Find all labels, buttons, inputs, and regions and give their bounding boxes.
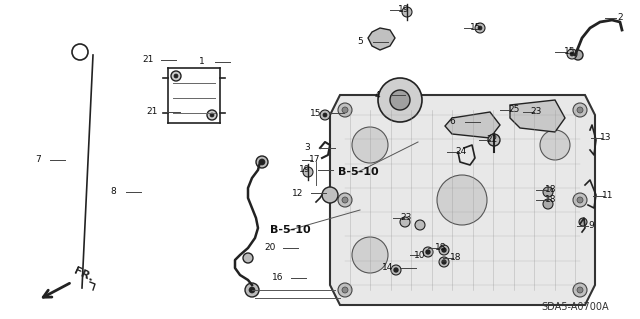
Circle shape [437, 175, 487, 225]
Text: FR.: FR. [72, 266, 95, 284]
Circle shape [352, 237, 388, 273]
Circle shape [400, 217, 410, 227]
Text: 21: 21 [147, 108, 157, 116]
Text: 17: 17 [309, 155, 321, 165]
Circle shape [394, 268, 398, 272]
Circle shape [323, 113, 327, 117]
Circle shape [338, 103, 352, 117]
Circle shape [573, 103, 587, 117]
Circle shape [540, 130, 570, 160]
Circle shape [423, 247, 433, 257]
Text: 23: 23 [400, 213, 412, 222]
Circle shape [256, 156, 268, 168]
Text: 18: 18 [451, 254, 461, 263]
Text: 18: 18 [545, 186, 557, 195]
Text: 12: 12 [292, 189, 304, 197]
Circle shape [543, 199, 553, 209]
Text: 13: 13 [600, 133, 612, 143]
Circle shape [249, 287, 255, 293]
Polygon shape [510, 100, 565, 132]
Text: 15: 15 [310, 108, 322, 117]
Text: 5: 5 [357, 38, 363, 47]
Circle shape [426, 250, 430, 254]
Circle shape [303, 167, 313, 177]
Circle shape [342, 197, 348, 203]
Circle shape [442, 248, 446, 252]
Text: 7: 7 [35, 155, 41, 165]
Circle shape [570, 52, 574, 56]
Circle shape [439, 257, 449, 267]
Text: 18: 18 [545, 196, 557, 204]
Circle shape [342, 287, 348, 293]
Text: 20: 20 [264, 243, 276, 253]
Polygon shape [445, 112, 500, 138]
Circle shape [259, 159, 265, 165]
Polygon shape [330, 95, 595, 305]
Circle shape [322, 187, 338, 203]
Circle shape [577, 197, 583, 203]
Circle shape [243, 253, 253, 263]
Text: 25: 25 [508, 106, 520, 115]
Text: 18: 18 [435, 243, 447, 253]
Circle shape [338, 193, 352, 207]
Circle shape [577, 107, 583, 113]
Circle shape [342, 107, 348, 113]
Circle shape [573, 193, 587, 207]
Text: 19: 19 [300, 166, 311, 174]
Text: 4: 4 [374, 91, 380, 100]
Text: B-5-10: B-5-10 [269, 225, 310, 235]
Text: 3: 3 [304, 144, 310, 152]
Text: 9: 9 [588, 221, 594, 231]
Circle shape [402, 7, 412, 17]
Text: SDA5-A0700A: SDA5-A0700A [541, 302, 609, 312]
Text: 15: 15 [564, 48, 576, 56]
Circle shape [207, 110, 217, 120]
Text: B-5-10: B-5-10 [338, 167, 378, 177]
Circle shape [439, 245, 449, 255]
Text: 10: 10 [414, 250, 426, 259]
Polygon shape [368, 28, 395, 50]
Circle shape [475, 23, 485, 33]
Circle shape [488, 134, 500, 146]
Circle shape [245, 283, 259, 297]
Circle shape [579, 218, 587, 226]
Circle shape [543, 187, 553, 197]
Text: 8: 8 [110, 188, 116, 197]
Circle shape [391, 265, 401, 275]
Text: 16: 16 [272, 273, 284, 283]
Text: 24: 24 [456, 147, 467, 157]
Text: 21: 21 [142, 56, 154, 64]
Circle shape [210, 113, 214, 117]
Circle shape [390, 90, 410, 110]
Circle shape [567, 49, 577, 59]
Text: 22: 22 [486, 136, 498, 145]
Circle shape [442, 260, 446, 264]
Text: 6: 6 [449, 117, 455, 127]
Text: 23: 23 [531, 108, 541, 116]
Circle shape [352, 127, 388, 163]
Circle shape [171, 71, 181, 81]
Circle shape [478, 26, 482, 30]
Text: 1: 1 [199, 57, 205, 66]
Circle shape [577, 287, 583, 293]
Circle shape [174, 74, 178, 78]
Circle shape [573, 283, 587, 297]
Circle shape [573, 50, 583, 60]
Text: 15: 15 [470, 24, 482, 33]
Circle shape [415, 220, 425, 230]
Circle shape [378, 78, 422, 122]
Text: 19: 19 [398, 5, 410, 14]
Circle shape [338, 283, 352, 297]
Text: 14: 14 [382, 263, 394, 272]
Circle shape [320, 110, 330, 120]
Text: 11: 11 [602, 191, 614, 201]
Text: 2: 2 [617, 13, 623, 23]
